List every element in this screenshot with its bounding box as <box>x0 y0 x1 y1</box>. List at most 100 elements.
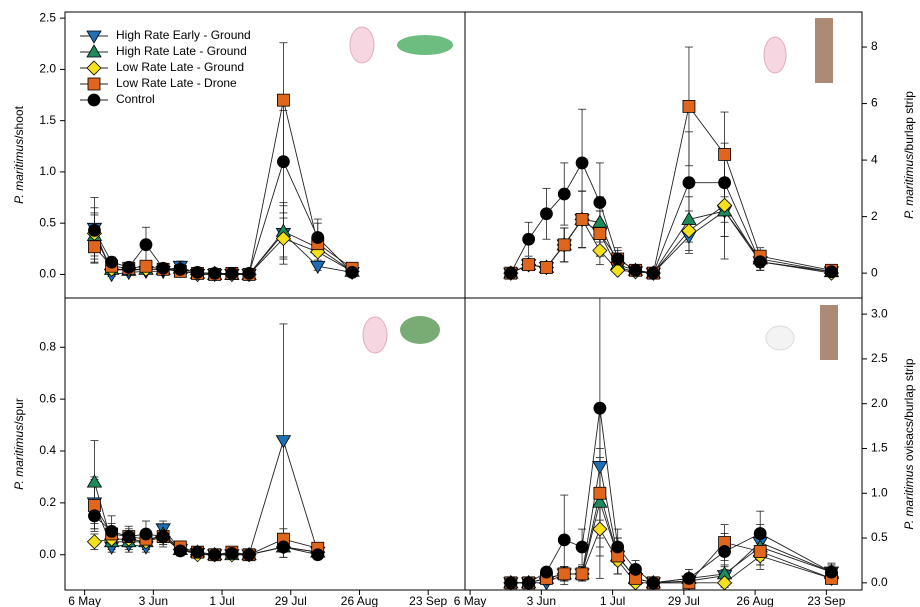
marker <box>825 566 837 578</box>
chart: 0.0 0.5 1.0 1.5 2.0 2.5 P. maritimus/shoot High… <box>0 0 920 607</box>
y-axis-label: P. maritimus/spur <box>12 398 26 490</box>
marker <box>523 233 535 245</box>
marker <box>594 402 606 414</box>
x-tick-label: 6 May <box>68 594 101 607</box>
marker <box>540 261 552 273</box>
marker <box>88 78 100 90</box>
y-tick-label: 0.0 <box>39 547 56 561</box>
y-axis-label-unit: /burlap strip <box>902 91 916 154</box>
marker <box>505 577 517 589</box>
marker <box>612 541 624 553</box>
y-axis-label-species: P. maritimus <box>902 464 916 529</box>
marker <box>226 547 238 559</box>
marker <box>87 61 101 75</box>
marker <box>558 239 570 251</box>
series-line <box>511 408 832 583</box>
marker <box>647 267 659 279</box>
marker <box>88 224 100 236</box>
marker <box>719 177 731 189</box>
y-tick-label: 0.8 <box>39 339 56 353</box>
marker <box>523 577 535 589</box>
x-tick-label: 6 May <box>454 594 487 607</box>
y-tick-label: 4 <box>871 152 878 166</box>
plot-area <box>504 238 839 590</box>
marker <box>209 267 221 279</box>
marker <box>719 148 731 160</box>
y-tick-label: 2.0 <box>871 396 888 410</box>
y-tick-label: 2.0 <box>39 62 56 76</box>
plot-area <box>87 324 324 562</box>
x-tick-label: 29 Jul <box>275 594 307 607</box>
marker <box>277 94 289 106</box>
marker <box>312 232 324 244</box>
marker <box>593 461 607 473</box>
y-axis-label: P. maritimus ovisacs/burlap strip <box>902 358 916 530</box>
marker <box>157 262 169 274</box>
y-tick-label: 3.0 <box>871 306 888 320</box>
marker <box>192 266 204 278</box>
marker <box>140 239 152 251</box>
legend-label: High Rate Early - Ground <box>116 28 251 42</box>
marker <box>754 528 766 540</box>
marker <box>719 545 731 557</box>
marker <box>87 475 101 487</box>
panel-frame <box>465 298 862 590</box>
y-tick-label: 0.6 <box>39 391 56 405</box>
marker <box>594 228 606 240</box>
marker <box>277 156 289 168</box>
y-axis-label-species: P. maritimus <box>12 139 26 204</box>
y-tick-label: 2 <box>871 209 878 223</box>
series-line <box>511 466 832 582</box>
x-tick-label: 3 Jun <box>527 594 556 607</box>
series-line <box>511 163 832 273</box>
marker <box>754 256 766 268</box>
marker <box>87 31 101 43</box>
y-tick-label: 0.2 <box>39 495 56 509</box>
marker <box>594 196 606 208</box>
x-tick-label: 26 Aug <box>341 594 378 607</box>
legend-label: Low Rate Late - Drone <box>116 76 237 90</box>
legend-label: Control <box>116 92 155 106</box>
marker <box>576 541 588 553</box>
marker <box>277 541 289 553</box>
marker <box>174 545 186 557</box>
marker <box>106 256 118 268</box>
marker <box>558 188 570 200</box>
marker <box>243 267 255 279</box>
y-axis-label-unit: ovisacs/burlap strip <box>902 358 916 464</box>
marker <box>243 549 255 561</box>
marker <box>123 261 135 273</box>
y-axis-label: P. maritimus/shoot <box>12 105 26 203</box>
marker <box>594 487 606 499</box>
marker <box>140 528 152 540</box>
marker <box>88 94 100 106</box>
marker <box>630 563 642 575</box>
y-axis-label-species: P. maritimus <box>12 425 26 490</box>
x-tick-label: 23 Sep <box>409 594 447 607</box>
x-tick-label: 23 Sep <box>807 594 845 607</box>
x-tick-label: 26 Aug <box>736 594 773 607</box>
marker <box>505 267 517 279</box>
x-tick-label: 1 Jul <box>600 594 625 607</box>
marker <box>209 549 221 561</box>
x-tick-label: 3 Jun <box>139 594 168 607</box>
y-tick-label: 0.0 <box>39 267 56 281</box>
marker <box>647 577 659 589</box>
marker <box>558 534 570 546</box>
y-tick-label: 1.0 <box>39 164 56 178</box>
marker <box>140 260 152 272</box>
y-tick-label: 0.5 <box>871 530 888 544</box>
marker <box>576 568 588 580</box>
marker <box>174 263 186 275</box>
y-tick-label: 1.0 <box>871 485 888 499</box>
y-tick-label: 0 <box>871 265 878 279</box>
y-tick-label: 2.5 <box>39 10 56 24</box>
marker <box>346 266 358 278</box>
y-tick-label: 1.5 <box>39 113 56 127</box>
panel-frame <box>465 12 862 298</box>
marker <box>576 157 588 169</box>
marker <box>683 177 695 189</box>
marker <box>123 531 135 543</box>
y-tick-label: 8 <box>871 39 878 53</box>
x-tick-label: 1 Jul <box>209 594 234 607</box>
